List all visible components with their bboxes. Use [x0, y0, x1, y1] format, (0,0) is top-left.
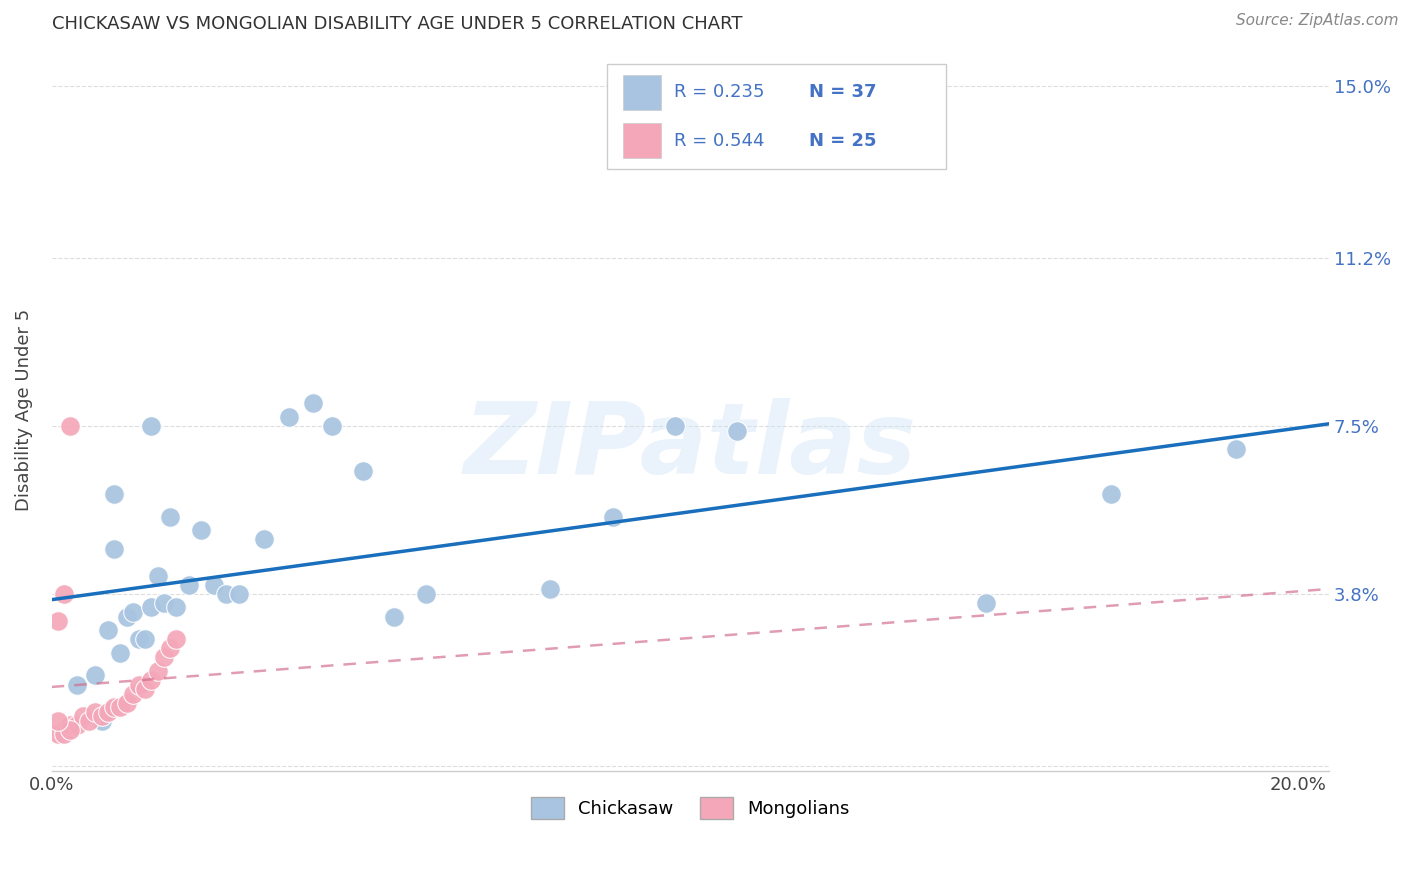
Point [153, 650, 176, 665]
Point [352, 465, 374, 479]
Text: N = 25: N = 25 [810, 131, 877, 150]
Point [90, 709, 112, 723]
Point [103, 487, 125, 501]
Point [66, 718, 89, 732]
Point [97, 705, 120, 719]
Point [59, 718, 82, 732]
Point [134, 632, 156, 647]
Point [1099, 487, 1122, 501]
Point [121, 687, 143, 701]
Point [538, 582, 561, 597]
Point [277, 410, 299, 425]
Point [110, 646, 132, 660]
Point [602, 509, 624, 524]
Point [46, 614, 69, 628]
Point [976, 596, 998, 610]
Point [1225, 442, 1247, 456]
Point [146, 568, 169, 582]
Text: R = 0.235: R = 0.235 [673, 84, 765, 102]
Point [177, 578, 200, 592]
Point [77, 714, 100, 728]
Text: ZIPatlas: ZIPatlas [464, 398, 917, 495]
Point [103, 541, 125, 556]
Point [53, 723, 76, 737]
Bar [623, 75, 661, 110]
Point [84, 705, 107, 719]
Point [165, 632, 187, 647]
Point [302, 396, 325, 410]
Text: CHICKASAW VS MONGOLIAN DISABILITY AGE UNDER 5 CORRELATION CHART: CHICKASAW VS MONGOLIAN DISABILITY AGE UN… [52, 15, 742, 33]
Text: Source: ZipAtlas.com: Source: ZipAtlas.com [1236, 13, 1399, 29]
Point [141, 600, 163, 615]
Y-axis label: Disability Age Under 5: Disability Age Under 5 [15, 310, 32, 511]
Point [53, 727, 76, 741]
Point [215, 587, 238, 601]
Point [72, 709, 94, 723]
Point [202, 578, 225, 592]
Point [115, 609, 138, 624]
Point [115, 696, 138, 710]
Point [252, 533, 274, 547]
Point [384, 609, 406, 624]
Point [725, 424, 748, 438]
Point [97, 623, 120, 637]
Point [664, 419, 686, 434]
Point [141, 419, 163, 434]
Legend: Chickasaw, Mongolians: Chickasaw, Mongolians [524, 790, 856, 827]
Point [165, 600, 187, 615]
Point [53, 587, 76, 601]
Point [121, 605, 143, 619]
Point [415, 587, 437, 601]
Point [90, 714, 112, 728]
Point [228, 587, 250, 601]
Text: N = 37: N = 37 [810, 84, 877, 102]
Point [141, 673, 163, 687]
Point [159, 641, 181, 656]
Point [134, 682, 156, 697]
Point [66, 677, 89, 691]
Point [84, 668, 107, 682]
Point [59, 419, 82, 434]
Bar [623, 123, 661, 158]
Point [146, 664, 169, 678]
Point [110, 700, 132, 714]
Point [103, 700, 125, 714]
Text: R = 0.544: R = 0.544 [673, 131, 765, 150]
Point [153, 596, 176, 610]
Point [59, 723, 82, 737]
Point [46, 727, 69, 741]
Point [321, 419, 343, 434]
Point [128, 677, 150, 691]
Point [190, 524, 212, 538]
Point [159, 509, 181, 524]
Point [128, 632, 150, 647]
Point [46, 714, 69, 728]
